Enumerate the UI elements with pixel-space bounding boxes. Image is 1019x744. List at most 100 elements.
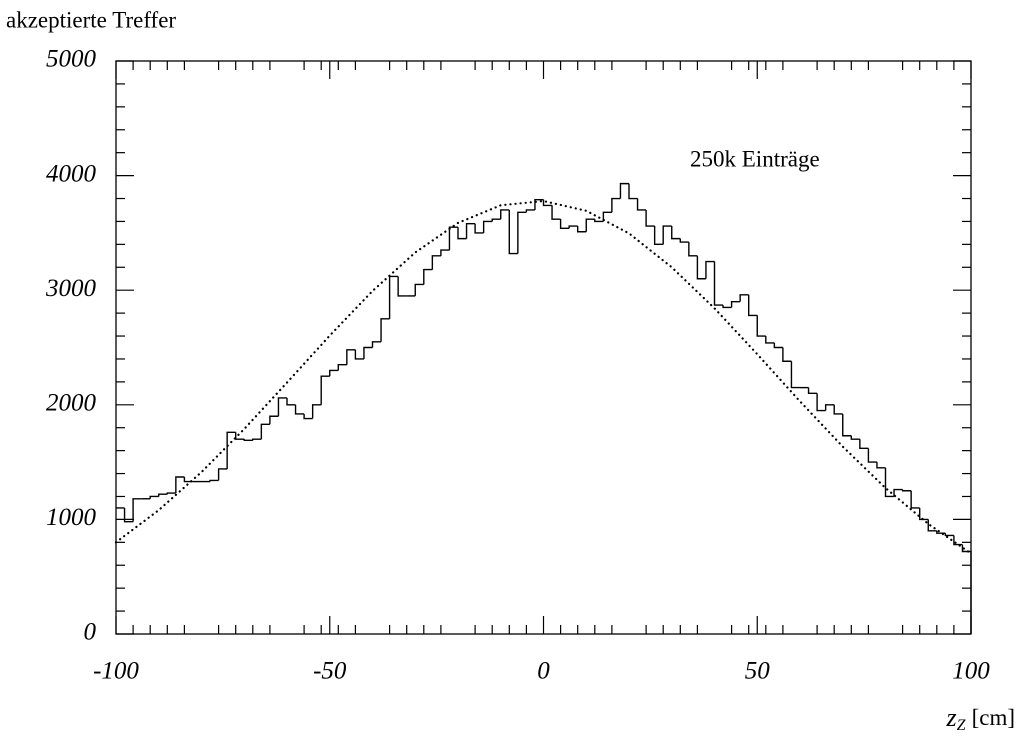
histogram-bin (807, 387, 818, 395)
histogram-bin (397, 276, 407, 297)
histogram-bin (440, 249, 450, 256)
x-label-unit: [cm] (972, 705, 1015, 730)
x-tick-label: 100 (952, 658, 990, 685)
histogram-bin (816, 393, 826, 412)
histogram-bin (688, 242, 698, 257)
histogram-bin (457, 227, 467, 240)
histogram-bin (884, 467, 895, 498)
histogram-bin (346, 349, 356, 365)
histogram-bin (671, 226, 681, 240)
fit-curve (114, 199, 973, 555)
histogram-bin (944, 533, 954, 537)
histogram-bin (542, 199, 553, 207)
histogram-bin (508, 209, 518, 255)
histogram-bin (260, 423, 270, 440)
histogram-bin (226, 431, 236, 469)
histogram-bin (653, 226, 664, 246)
histogram-bin (577, 226, 587, 233)
histogram-bin (722, 305, 732, 309)
histogram-bin (474, 223, 484, 234)
histogram-bin (927, 519, 937, 532)
histogram-bin (149, 495, 159, 499)
y-tick-label: 4000 (46, 160, 97, 187)
histogram-bin (337, 363, 347, 371)
histogram-bin (645, 209, 655, 227)
histogram-bin (175, 476, 185, 494)
histogram-bin (448, 226, 458, 251)
histogram-bin (371, 341, 382, 348)
histogram-bin (594, 219, 604, 223)
histogram-bin (123, 507, 134, 523)
histogram-bin (525, 209, 535, 213)
histogram-bin (500, 209, 510, 220)
x-label-subscript: Z (957, 717, 967, 734)
x-tick-label: 50 (745, 658, 771, 685)
histogram-bin (619, 182, 629, 199)
histogram-bin (842, 413, 852, 437)
histogram-bin (696, 255, 706, 280)
histogram-bin (628, 183, 638, 200)
annotation: 250k Einträge (690, 146, 820, 171)
y-tick-label: 0 (84, 619, 97, 646)
histogram-bin (876, 462, 886, 469)
histogram-bin (277, 397, 287, 417)
x-tick-label: -100 (93, 658, 139, 685)
histogram-bin (636, 198, 647, 211)
histogram-bin (303, 413, 313, 420)
histogram-bin (585, 218, 595, 232)
plot-frame (115, 60, 972, 635)
y-tick-label: 1000 (46, 504, 97, 531)
histogram-bin (611, 197, 621, 213)
histogram-bin (773, 342, 783, 349)
histogram-bin (414, 283, 424, 296)
histogram-bin (517, 211, 527, 254)
histogram-bin (901, 489, 912, 492)
histogram-bin (867, 448, 877, 463)
histogram-bin (252, 438, 262, 441)
y-tick-label: 3000 (45, 275, 97, 302)
histogram-bin (602, 211, 612, 222)
histogram-bin (910, 490, 920, 509)
histogram-bin (132, 498, 142, 522)
histogram-bin (765, 336, 775, 344)
histogram-bin (534, 198, 544, 210)
histogram-bin (568, 225, 578, 229)
histogram-bin (491, 218, 501, 222)
x-tick-label: 0 (537, 658, 550, 685)
y-tick-label: 5000 (46, 46, 97, 73)
histogram-bin (756, 315, 766, 337)
histogram-bin (859, 439, 869, 450)
histogram-bin (551, 205, 561, 220)
histogram-bin (311, 404, 322, 419)
histogram-bin (431, 255, 441, 270)
histogram-bin (235, 432, 245, 440)
histogram-bin (354, 349, 364, 360)
histogram-bin (748, 294, 758, 317)
histogram-bin (919, 507, 929, 521)
histogram-bin (166, 492, 176, 495)
histogram-bin (730, 300, 741, 308)
histogram-bin (482, 220, 493, 233)
histogram-bin (217, 468, 228, 481)
histogram-bin (739, 294, 749, 302)
x-tick-label: -50 (313, 658, 347, 685)
histogram-bin (209, 479, 219, 482)
histogram-bin (679, 238, 689, 243)
histogram-bin (705, 260, 715, 279)
histogram-bin (662, 225, 672, 245)
histogram-bin (363, 346, 373, 359)
histogram-bin (790, 361, 800, 389)
histogram-bin (286, 397, 296, 406)
histogram-bin (782, 347, 792, 362)
histogram-bin (294, 404, 305, 415)
x-label-symbol: z (946, 703, 957, 732)
histogram-bin (380, 318, 390, 342)
histogram-bin (465, 223, 476, 239)
histogram-bin (158, 493, 168, 497)
y-tick-label: 2000 (46, 390, 97, 417)
histogram-bin (559, 219, 570, 230)
histogram-bin (423, 268, 433, 285)
histogram-bin (269, 415, 279, 425)
histogram-bin (388, 275, 399, 319)
